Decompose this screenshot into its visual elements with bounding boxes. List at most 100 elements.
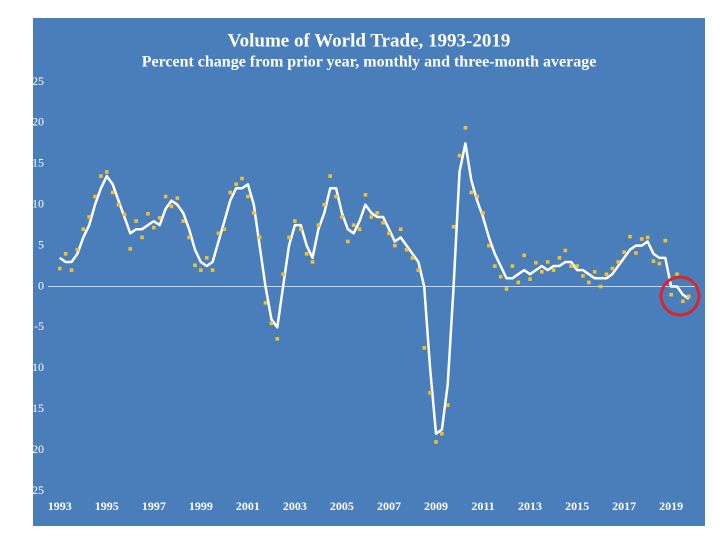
data-point bbox=[128, 247, 133, 251]
x-tick-label: 2017 bbox=[612, 499, 636, 513]
data-point bbox=[563, 248, 568, 253]
x-tick-label: 1997 bbox=[142, 499, 166, 513]
data-point bbox=[463, 126, 468, 130]
data-point bbox=[410, 256, 415, 260]
data-point bbox=[210, 268, 215, 272]
data-point bbox=[298, 227, 303, 232]
data-point bbox=[645, 235, 650, 240]
data-point bbox=[669, 292, 673, 297]
y-tick-label: -25 bbox=[28, 483, 44, 497]
data-point bbox=[393, 243, 397, 248]
data-point bbox=[569, 264, 573, 268]
data-point bbox=[381, 220, 385, 225]
data-point bbox=[275, 337, 280, 341]
y-tick-label: 15 bbox=[32, 156, 44, 170]
data-point bbox=[146, 211, 150, 216]
chart-subtitle: Percent change from prior year, monthly … bbox=[142, 54, 597, 71]
data-point bbox=[193, 263, 197, 268]
data-point bbox=[639, 237, 644, 241]
data-point bbox=[522, 253, 526, 258]
data-point bbox=[322, 202, 327, 207]
average-line bbox=[59, 142, 690, 435]
data-point bbox=[445, 403, 450, 407]
data-point bbox=[510, 264, 515, 268]
data-point bbox=[622, 250, 626, 254]
data-point bbox=[269, 321, 274, 326]
data-point bbox=[104, 170, 109, 174]
data-point bbox=[357, 227, 362, 232]
x-tick-label: 2001 bbox=[236, 499, 260, 513]
data-point bbox=[63, 251, 68, 256]
x-tick-label: 2015 bbox=[565, 499, 589, 513]
data-point bbox=[598, 284, 603, 289]
data-point bbox=[663, 238, 668, 243]
data-point bbox=[222, 227, 227, 232]
y-tick-label: -5 bbox=[34, 319, 44, 333]
x-tick-label: 2011 bbox=[471, 499, 494, 513]
data-point bbox=[363, 193, 368, 197]
data-point bbox=[422, 346, 427, 350]
data-point bbox=[122, 212, 127, 217]
data-point bbox=[93, 194, 97, 199]
data-point bbox=[116, 202, 121, 207]
x-tick-label: 1995 bbox=[95, 499, 119, 513]
x-tick-label: 2009 bbox=[424, 499, 448, 513]
data-point bbox=[610, 266, 615, 271]
data-point bbox=[304, 251, 309, 256]
data-point bbox=[340, 215, 344, 219]
data-point bbox=[604, 272, 609, 277]
x-tick-label: 1999 bbox=[189, 499, 213, 513]
data-point bbox=[334, 194, 338, 199]
data-point bbox=[328, 174, 332, 178]
data-point bbox=[498, 274, 503, 279]
data-point bbox=[628, 234, 632, 239]
highlight-circle bbox=[659, 275, 701, 317]
data-point bbox=[187, 235, 191, 240]
y-tick-label: -20 bbox=[28, 442, 44, 456]
data-point bbox=[310, 260, 315, 264]
data-point bbox=[398, 227, 403, 232]
data-point bbox=[592, 269, 597, 274]
y-tick-label: -15 bbox=[28, 401, 44, 415]
data-point bbox=[492, 264, 497, 268]
y-tick-label: 25 bbox=[32, 74, 44, 88]
data-point bbox=[234, 182, 238, 187]
data-point bbox=[69, 268, 74, 272]
data-point bbox=[634, 251, 638, 255]
y-tick-label: -10 bbox=[28, 360, 44, 374]
data-point bbox=[516, 280, 521, 285]
data-point bbox=[110, 190, 115, 195]
y-tick-label: 20 bbox=[32, 115, 44, 129]
data-point bbox=[287, 235, 291, 240]
data-point bbox=[281, 272, 285, 277]
data-point bbox=[457, 153, 462, 158]
data-point bbox=[675, 272, 679, 277]
x-tick-label: 2013 bbox=[518, 499, 542, 513]
data-point bbox=[557, 256, 562, 260]
data-point bbox=[487, 243, 491, 248]
y-tick-label: 10 bbox=[32, 196, 44, 210]
data-point bbox=[686, 294, 691, 299]
data-point bbox=[216, 231, 221, 236]
data-point bbox=[87, 215, 91, 219]
data-point bbox=[657, 261, 662, 266]
data-point bbox=[534, 260, 538, 265]
data-point bbox=[181, 219, 186, 223]
data-point bbox=[152, 225, 156, 230]
data-point bbox=[575, 264, 579, 268]
data-point bbox=[375, 211, 380, 215]
data-point bbox=[263, 301, 268, 305]
data-point bbox=[475, 194, 479, 199]
data-point bbox=[199, 268, 203, 272]
data-point bbox=[75, 247, 80, 252]
data-point bbox=[581, 274, 585, 278]
data-point bbox=[428, 391, 432, 395]
data-point bbox=[351, 223, 356, 227]
data-point bbox=[587, 280, 591, 285]
data-point bbox=[346, 239, 350, 244]
data-point bbox=[140, 235, 144, 240]
data-point bbox=[251, 211, 256, 215]
y-tick-label: 5 bbox=[38, 237, 44, 251]
